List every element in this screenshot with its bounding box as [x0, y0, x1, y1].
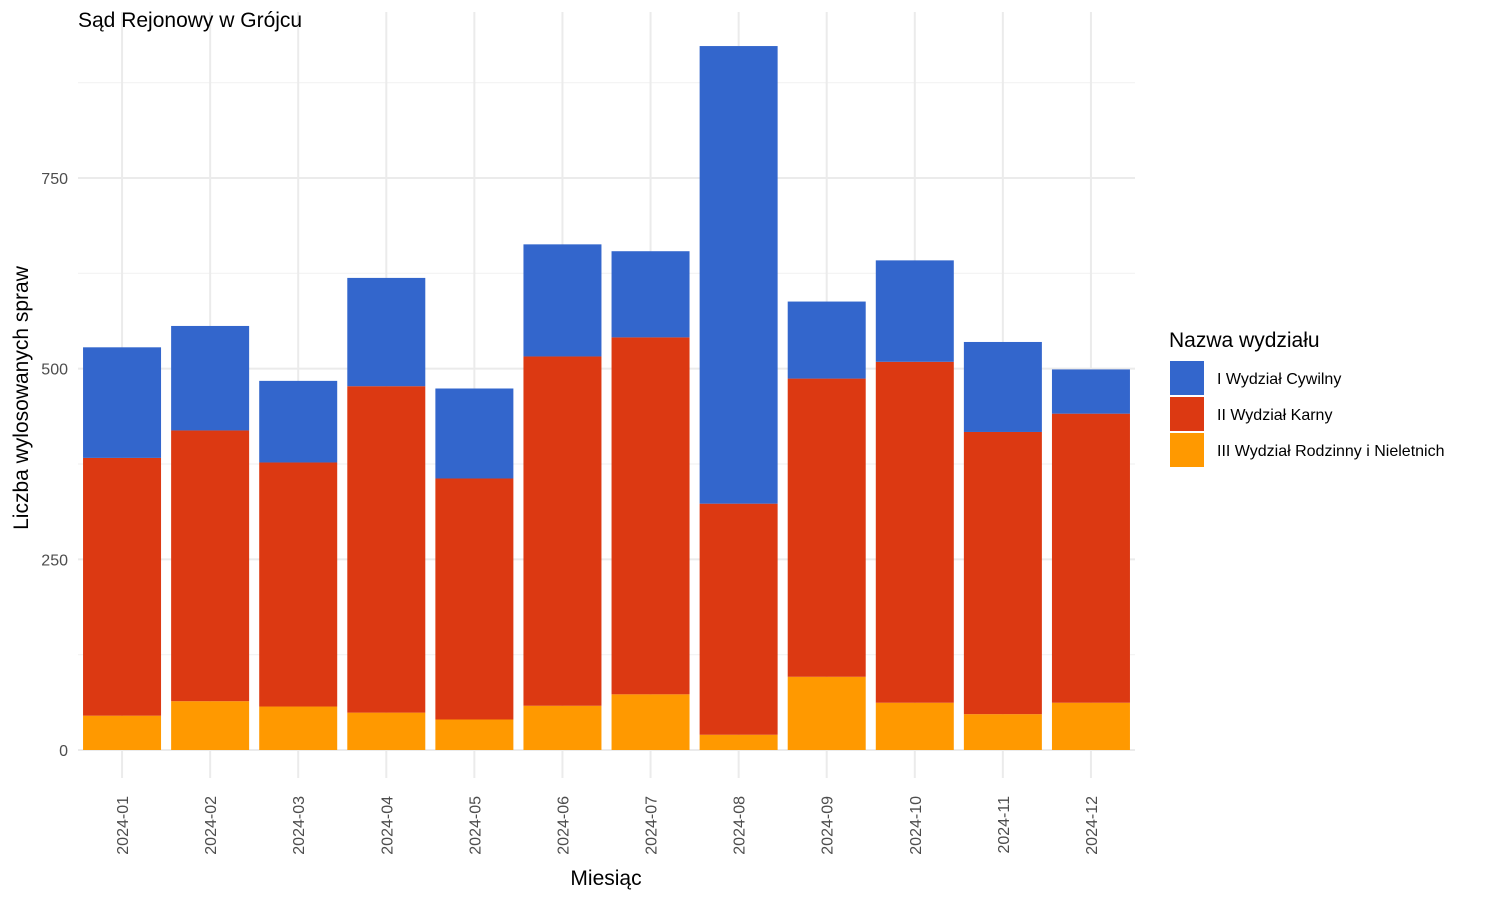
chart-title: Sąd Rejonowy w Grójcu	[78, 9, 302, 32]
legend-swatch	[1170, 397, 1204, 431]
bar-segment	[787, 378, 866, 677]
y-tick-label: 0	[59, 743, 68, 760]
bar-segment	[963, 341, 1042, 432]
legend-swatch	[1170, 361, 1204, 395]
bar-segment	[523, 705, 602, 750]
bar-segment	[699, 46, 778, 504]
x-axis-ticks: 2024-01 2024-02 2024-03 2024-04 2024-05 2024-…	[115, 796, 1101, 855]
bar-segment	[611, 694, 690, 750]
x-tick-label: 2024-09	[820, 796, 837, 855]
bar-segment	[347, 712, 426, 750]
bar-segment	[83, 347, 162, 458]
y-tick-label: 500	[41, 362, 68, 379]
bar-segment	[875, 702, 954, 750]
bar-segment	[259, 706, 338, 750]
bar-segment	[435, 388, 514, 479]
y-axis-ticks: 0 250 500 750	[41, 171, 68, 760]
bar-segment	[611, 251, 690, 338]
legend-label: I Wydział Cywilny	[1217, 371, 1341, 388]
bar-segment	[523, 356, 602, 706]
x-tick-label: 2024-10	[908, 796, 925, 855]
x-tick-label: 2024-01	[115, 796, 132, 855]
bar-segment	[259, 462, 338, 707]
x-tick-label: 2024-02	[203, 796, 220, 855]
x-tick-label: 2024-08	[732, 796, 749, 855]
bar-segment	[699, 503, 778, 735]
x-tick-label: 2024-04	[379, 796, 396, 855]
bar-segment	[699, 734, 778, 750]
bar-segment	[875, 260, 954, 362]
bar-segment	[1051, 413, 1130, 703]
legend: Nazwa wydziału I Wydział Cywilny II Wydzi…	[1169, 329, 1445, 467]
x-axis-label: Miesiąc	[570, 867, 641, 890]
bar-segment	[171, 701, 250, 750]
x-tick-label: 2024-06	[555, 796, 572, 855]
x-tick-label: 2024-07	[644, 796, 661, 855]
bar-segment	[347, 277, 426, 387]
bar-segment	[83, 715, 162, 750]
x-tick-label: 2024-03	[291, 796, 308, 855]
bar-segment	[171, 430, 250, 702]
bar-segment	[787, 676, 866, 750]
y-tick-label: 250	[41, 552, 68, 569]
bar-segment	[1051, 369, 1130, 414]
bar-segment	[875, 361, 954, 703]
x-tick-label: 2024-05	[467, 796, 484, 855]
bar-segment	[171, 325, 250, 431]
legend-label: III Wydział Rodzinny i Nieletnich	[1217, 443, 1445, 460]
bar-segment	[347, 386, 426, 713]
bar-segment	[435, 719, 514, 750]
y-axis-label: Liczba wylosowanych spraw	[10, 265, 33, 530]
bar-segment	[435, 478, 514, 720]
legend-title: Nazwa wydziału	[1169, 329, 1320, 352]
bar-segment	[83, 457, 162, 716]
bar-segment	[963, 431, 1042, 715]
bar-segment	[787, 301, 866, 379]
bars	[83, 46, 1130, 750]
bar-segment	[259, 380, 338, 463]
y-tick-label: 750	[41, 171, 68, 188]
bar-segment	[963, 714, 1042, 750]
bar-segment	[523, 244, 602, 357]
x-tick-label: 2024-12	[1084, 796, 1101, 855]
legend-swatch	[1170, 433, 1204, 467]
legend-label: II Wydział Karny	[1217, 407, 1332, 424]
bar-segment	[1051, 702, 1130, 750]
x-tick-label: 2024-11	[996, 796, 1013, 854]
bar-segment	[611, 337, 690, 695]
